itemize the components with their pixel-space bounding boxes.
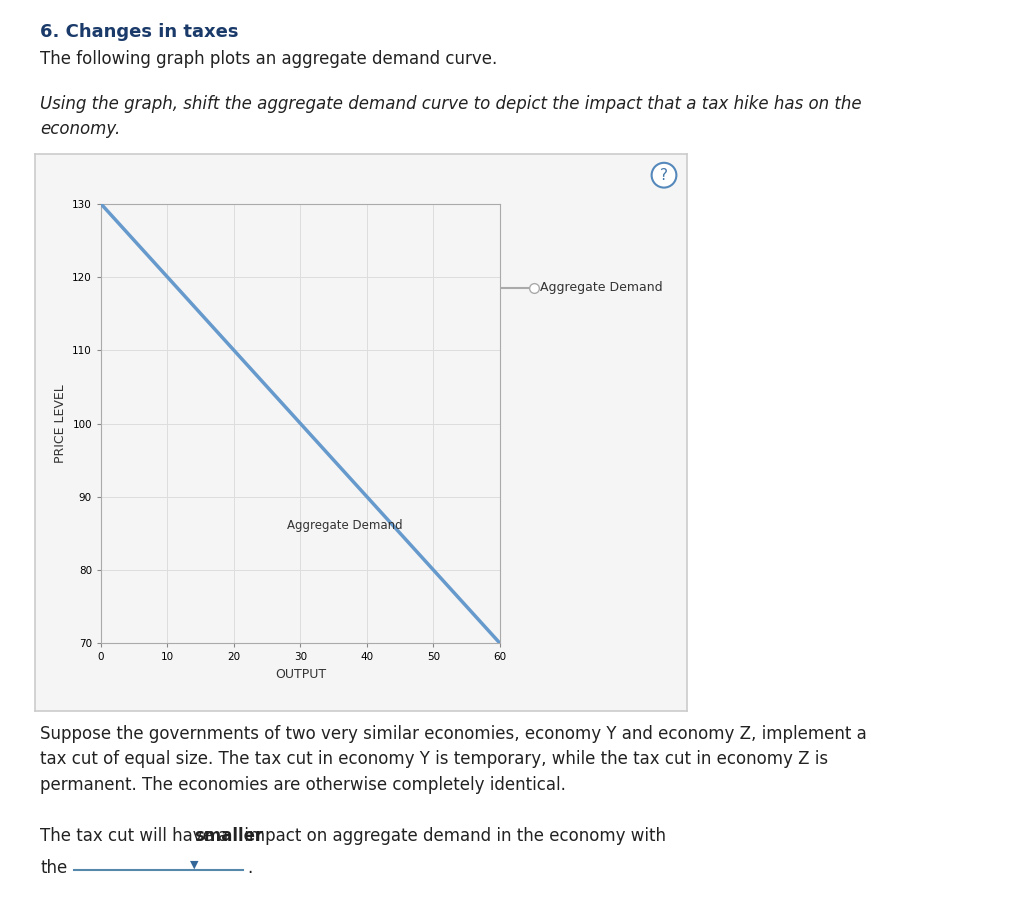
Text: Aggregate Demand: Aggregate Demand <box>540 281 663 294</box>
Text: .: . <box>247 859 252 877</box>
Text: The tax cut will have a: The tax cut will have a <box>40 827 234 845</box>
X-axis label: OUTPUT: OUTPUT <box>275 668 326 680</box>
Text: Suppose the governments of two very similar economies, economy Y and economy Z, : Suppose the governments of two very simi… <box>40 725 868 795</box>
Text: smaller: smaller <box>194 827 264 845</box>
Text: 6. Changes in taxes: 6. Changes in taxes <box>40 23 239 41</box>
Text: Using the graph, shift the aggregate demand curve to depict the impact that a ta: Using the graph, shift the aggregate dem… <box>40 95 862 138</box>
Y-axis label: PRICE LEVEL: PRICE LEVEL <box>54 384 67 463</box>
Text: ?: ? <box>660 168 668 183</box>
Text: the: the <box>40 859 68 877</box>
Text: impact on aggregate demand in the economy with: impact on aggregate demand in the econom… <box>239 827 667 845</box>
Text: The following graph plots an aggregate demand curve.: The following graph plots an aggregate d… <box>40 50 498 68</box>
Text: Aggregate Demand: Aggregate Demand <box>287 519 403 532</box>
Text: ▼: ▼ <box>190 860 198 870</box>
